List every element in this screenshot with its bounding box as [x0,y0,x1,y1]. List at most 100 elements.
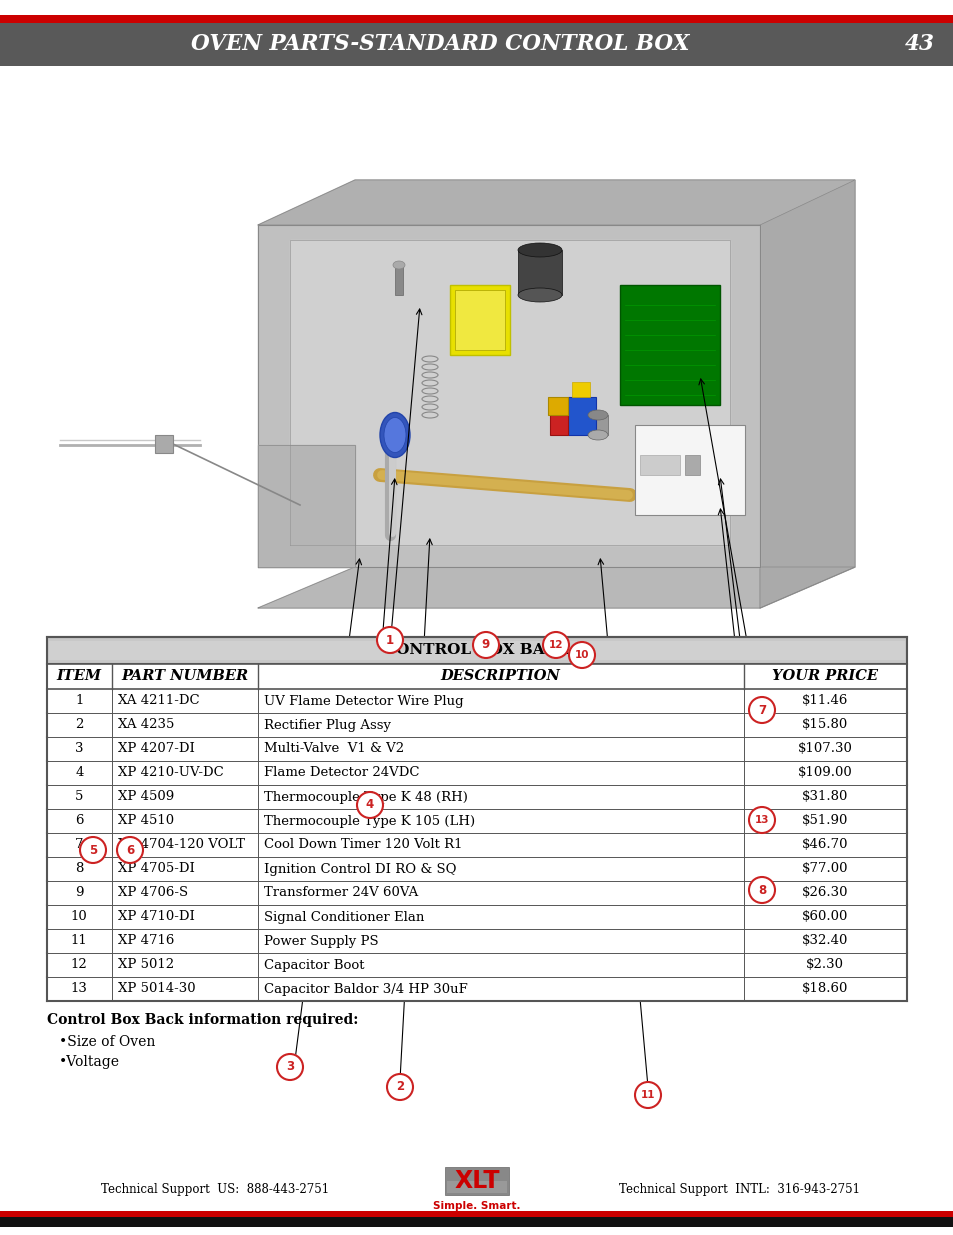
Text: UV Flame Detector Wire Plug: UV Flame Detector Wire Plug [263,694,463,708]
Circle shape [376,627,402,653]
Text: Technical Support  INTL:  316-943-2751: Technical Support INTL: 316-943-2751 [618,1182,860,1195]
Circle shape [117,837,143,863]
Circle shape [80,837,106,863]
Text: $15.80: $15.80 [801,719,847,731]
Text: Simple. Smart.: Simple. Smart. [433,1200,520,1212]
Bar [455,290,504,350]
Text: 5: 5 [75,790,83,804]
Bar [49,641,904,659]
Text: 11: 11 [71,935,88,947]
Text: 11: 11 [640,1091,655,1100]
Text: XA 4211-DC: XA 4211-DC [117,694,199,708]
Text: 12: 12 [548,640,562,650]
Text: $51.90: $51.90 [801,815,847,827]
Bar [567,396,596,435]
Bar [517,249,561,295]
Bar [47,929,906,953]
Circle shape [748,877,774,903]
Text: 4: 4 [75,767,83,779]
Bar [47,761,906,785]
Text: Rectifier Plug Assy: Rectifier Plug Assy [263,719,391,731]
Bar [47,881,906,905]
Text: XP 4510: XP 4510 [117,815,173,827]
Bar [47,664,906,689]
Bar [47,977,906,1002]
Text: $109.00: $109.00 [797,767,852,779]
Ellipse shape [379,412,410,457]
Bar [47,737,906,761]
Text: 7: 7 [75,839,84,851]
Text: •Voltage: •Voltage [59,1055,120,1070]
Bar [572,382,589,396]
Ellipse shape [517,243,561,257]
Bar [395,266,402,295]
Bar [47,832,906,857]
Ellipse shape [384,417,406,452]
Polygon shape [760,180,854,608]
Text: 2: 2 [75,719,83,731]
Bar [684,454,700,475]
Bar [47,785,906,809]
Text: 12: 12 [71,958,88,972]
Text: XP 4509: XP 4509 [117,790,173,804]
Text: 1: 1 [75,694,83,708]
Bar [47,857,906,881]
Polygon shape [257,180,854,225]
Text: XP 4704-120 VOLT: XP 4704-120 VOLT [117,839,244,851]
Text: 13: 13 [754,815,768,825]
Circle shape [748,806,774,832]
Text: 3: 3 [286,1061,294,1073]
Text: $32.40: $32.40 [801,935,847,947]
Text: 8: 8 [757,883,765,897]
Text: XLT: XLT [454,1170,499,1193]
Text: Capacitor Boot: Capacitor Boot [263,958,364,972]
Text: 6: 6 [75,815,84,827]
Circle shape [387,1074,413,1100]
Circle shape [356,792,382,818]
Text: 4: 4 [366,799,374,811]
Text: $11.46: $11.46 [801,694,847,708]
Text: Thermocouple Type K 48 (RH): Thermocouple Type K 48 (RH) [263,790,467,804]
Text: XP 4706-S: XP 4706-S [117,887,188,899]
Bar [47,637,906,664]
Text: XP 5012: XP 5012 [117,958,173,972]
Polygon shape [257,225,760,567]
Ellipse shape [587,410,607,420]
Text: 10: 10 [574,650,589,659]
Circle shape [635,1082,660,1108]
Text: Capacitor Baldor 3/4 HP 30uF: Capacitor Baldor 3/4 HP 30uF [263,983,467,995]
Bar [619,285,720,405]
Polygon shape [257,567,854,608]
Text: XP 4705-DI: XP 4705-DI [117,862,194,876]
Text: 10: 10 [71,910,88,924]
Bar [550,415,567,435]
Text: $60.00: $60.00 [801,910,847,924]
Bar [635,425,744,515]
Text: YOUR PRICE: YOUR PRICE [772,669,878,683]
Text: Flame Detector 24VDC: Flame Detector 24VDC [263,767,418,779]
Text: 9: 9 [75,887,84,899]
Bar [450,285,510,354]
Text: 13: 13 [71,983,88,995]
Polygon shape [257,445,355,567]
Circle shape [542,632,568,658]
Text: Thermocouple Type K 105 (LH): Thermocouple Type K 105 (LH) [263,815,475,827]
Text: $77.00: $77.00 [801,862,847,876]
Text: Control Box Back information required:: Control Box Back information required: [47,1013,358,1028]
Text: Multi-Valve  V1 & V2: Multi-Valve V1 & V2 [263,742,403,756]
Text: CONTROL BOX BACK: CONTROL BOX BACK [384,643,569,657]
Text: ITEM: ITEM [56,669,102,683]
Text: 6: 6 [126,844,134,857]
Text: 9: 9 [481,638,490,652]
Ellipse shape [587,430,607,440]
Text: $2.30: $2.30 [805,958,843,972]
Bar [47,953,906,977]
Text: Cool Down Timer 120 Volt R1: Cool Down Timer 120 Volt R1 [263,839,461,851]
Text: Signal Conditioner Elan: Signal Conditioner Elan [263,910,424,924]
Text: $26.30: $26.30 [801,887,847,899]
Text: $107.30: $107.30 [797,742,852,756]
Bar [47,809,906,832]
Text: Power Supply PS: Power Supply PS [263,935,378,947]
Text: 5: 5 [89,844,97,857]
Text: XP 4210-UV-DC: XP 4210-UV-DC [117,767,223,779]
